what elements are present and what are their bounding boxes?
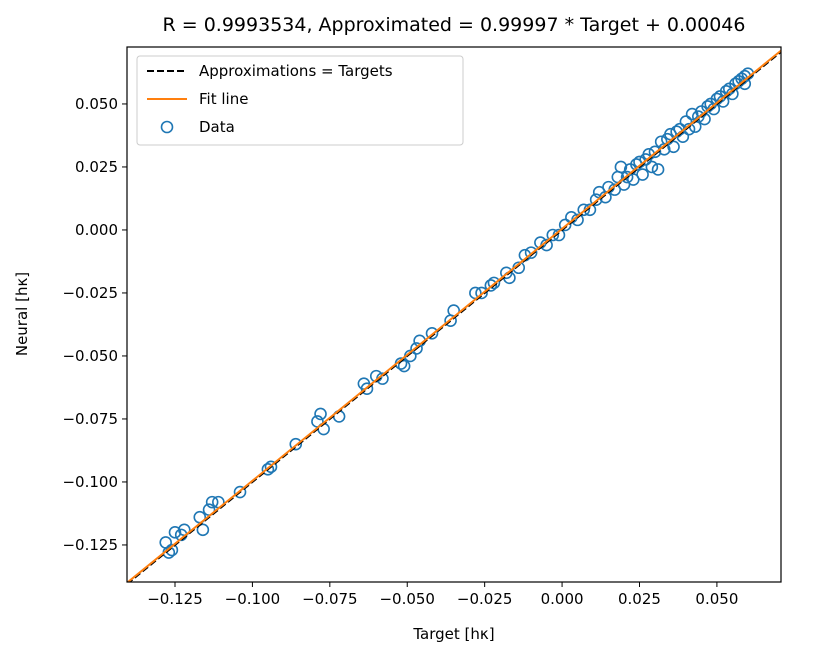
y-tick-label: −0.075 [62, 410, 118, 428]
data-point [475, 286, 488, 300]
legend-label: Fit line [199, 90, 248, 108]
data-point [314, 407, 327, 421]
x-tick-label: −0.050 [379, 590, 435, 608]
data-point [289, 437, 303, 451]
data-point [645, 160, 659, 174]
legend-label: Approximations = Targets [199, 62, 393, 80]
data-point [233, 485, 247, 499]
data-point [410, 342, 423, 355]
legend-box [136, 55, 464, 146]
y-tick-label: 0.025 [75, 158, 118, 176]
x-tick-label: 0.025 [618, 590, 661, 608]
legend: Approximations = Targets Fit line Data [136, 55, 464, 146]
data-point [484, 279, 498, 292]
data-point [487, 276, 501, 290]
data-point [685, 107, 699, 121]
data-point [614, 160, 628, 174]
x-tick-label: 0.000 [541, 590, 584, 608]
y-tick-label: −0.125 [62, 536, 118, 554]
chart-title: R = 0.9993534, Approximated = 0.99997 * … [163, 14, 746, 36]
data-point [589, 193, 603, 207]
data-point [524, 246, 538, 259]
data-point [397, 359, 411, 373]
data-point [546, 228, 560, 242]
data-point [636, 168, 649, 181]
data-point [196, 523, 210, 537]
x-tick-label: −0.100 [225, 590, 281, 608]
data-point [648, 145, 662, 159]
data-point [264, 460, 278, 474]
data-point [168, 526, 182, 539]
y-tick-label: −0.050 [62, 347, 118, 365]
x-axis-label: Target [hκ] [412, 625, 494, 643]
x-tick-label: −0.025 [457, 590, 513, 608]
data-point [425, 326, 439, 340]
series-line [127, 49, 781, 582]
axes-frame [126, 46, 782, 583]
data-point [261, 463, 275, 476]
data-point [620, 170, 634, 184]
plot-area [127, 49, 781, 582]
data-point [667, 140, 680, 154]
y-tick-label: 0.050 [75, 95, 118, 113]
data-point [626, 173, 640, 186]
data-point [651, 163, 665, 176]
data-point [577, 203, 591, 217]
x-tick-label: 0.050 [695, 590, 738, 608]
x-tick-label: −0.125 [147, 590, 203, 608]
y-tick-label: 0.000 [75, 221, 118, 239]
data-point [205, 495, 219, 509]
x-tick-label: −0.075 [302, 590, 358, 608]
legend-label: Data [199, 118, 235, 136]
y-axis-label: Neural [hκ] [13, 272, 31, 356]
y-tick-label: −0.025 [62, 284, 118, 302]
y-tick-label: −0.100 [62, 473, 118, 491]
data-point [360, 382, 374, 396]
data-point [558, 218, 572, 232]
legend-marker [160, 120, 174, 134]
